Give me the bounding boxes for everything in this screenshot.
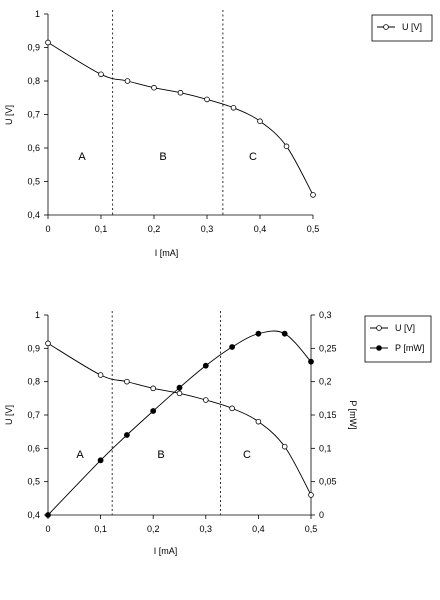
chart-2: 0 0,1 0,2 0,3 0,4 0,5 0,4 0,5 0,6 0,7 0,8 0,9 1 0 0,05… [4, 310, 432, 556]
y-tick-label: 0,4 [27, 210, 40, 220]
y2-tick-label: 0 [319, 510, 324, 520]
data-point [45, 512, 51, 518]
data-point [203, 397, 209, 403]
data-point [202, 362, 209, 369]
y-tick-label: 1 [35, 9, 40, 19]
region-label-c: C [243, 449, 251, 461]
y-tick-label: 0,9 [27, 343, 40, 353]
y2-tick-label: 0,2 [319, 377, 332, 387]
legend-entry: P [mW] [395, 343, 424, 353]
data-point [124, 78, 131, 84]
y-tick-label: 0,8 [27, 377, 40, 387]
data-point [97, 372, 104, 378]
legend-marker [376, 345, 382, 351]
data-point [310, 192, 316, 198]
series-line-2 [47, 330, 312, 516]
y2-tick-label: 0,25 [319, 343, 337, 353]
y-tick-label: 1 [35, 310, 40, 320]
legend: U [V] [371, 14, 433, 42]
region-label-a: A [78, 151, 86, 163]
data-point [283, 143, 290, 150]
data-point [176, 390, 183, 397]
x-tick-label: 0,5 [307, 224, 320, 234]
data-point [204, 96, 210, 103]
data-point [45, 340, 51, 347]
data-point [176, 384, 183, 391]
legend-marker [383, 24, 389, 30]
data-point [177, 89, 184, 96]
x-tick-label: 0,1 [95, 224, 108, 234]
data-point [308, 358, 314, 365]
x-tick-label: 0 [45, 224, 50, 234]
legend-box [364, 315, 432, 363]
legend: U [V] P [mW] [364, 315, 432, 363]
x-axis-title: I [mA] [155, 248, 179, 258]
x-tick-label: 0,5 [305, 524, 318, 534]
y-tick-label: 0,6 [27, 443, 40, 453]
data-point [257, 118, 263, 124]
y-axis-title: U [V] [4, 105, 14, 125]
legend-entry: U [V] [395, 323, 415, 333]
region-label-a: A [76, 449, 84, 461]
data-point [124, 378, 130, 385]
data-point [255, 418, 262, 425]
x-axis-title: I [mA] [154, 546, 178, 556]
data-point [281, 443, 288, 450]
x-tick-label: 0,2 [148, 224, 161, 234]
x-tick-label: 0,3 [200, 524, 213, 534]
data-point [151, 84, 157, 91]
data-point [150, 385, 157, 392]
x-tick-label: 0,4 [254, 224, 267, 234]
legend-marker [376, 325, 382, 331]
data-point [229, 344, 236, 350]
y-tick-label: 0,7 [27, 410, 40, 420]
legend-entry: U [V] [402, 22, 422, 32]
x-tick-label: 0 [45, 524, 50, 534]
data-point [255, 330, 262, 337]
data-point [97, 457, 104, 464]
data-point [229, 405, 235, 412]
y-axis-title: U [V] [4, 405, 14, 425]
data-point [124, 432, 130, 438]
region-label-b: B [159, 151, 166, 163]
y2-axis-title: P [mW] [348, 400, 358, 429]
y-tick-label: 0,6 [27, 143, 40, 153]
data-point [281, 330, 288, 337]
y2-tick-label: 0,3 [319, 310, 332, 320]
series-line-1 [47, 42, 314, 196]
data-point [98, 71, 104, 78]
y2-tick-label: 0,05 [319, 477, 337, 487]
data-point [150, 408, 157, 414]
x-tick-label: 0,3 [201, 224, 214, 234]
series-line-1 [47, 342, 312, 496]
y-tick-label: 0,4 [27, 510, 40, 520]
y-tick-label: 0,9 [27, 43, 40, 53]
y-tick-label: 0,8 [27, 76, 40, 86]
region-label-b: B [157, 449, 164, 461]
x-tick-label: 0,1 [94, 524, 107, 534]
legend-box [371, 14, 433, 42]
y2-tick-label: 0,1 [319, 443, 332, 453]
x-tick-label: 0,2 [147, 524, 160, 534]
chart-1: 0 0,1 0,2 0,3 0,4 0,5 0,4 0,5 0,6 0,7 0,8 0,9 1 A B C I … [4, 9, 433, 258]
y2-tick-label: 0,15 [319, 410, 337, 420]
y-tick-label: 0,7 [27, 110, 40, 120]
region-label-c: C [249, 151, 257, 163]
y-tick-label: 0,5 [27, 177, 40, 187]
data-point [230, 105, 237, 111]
data-point [45, 39, 51, 46]
x-tick-label: 0,4 [252, 524, 265, 534]
data-point [308, 492, 314, 498]
y-tick-label: 0,5 [27, 477, 40, 487]
